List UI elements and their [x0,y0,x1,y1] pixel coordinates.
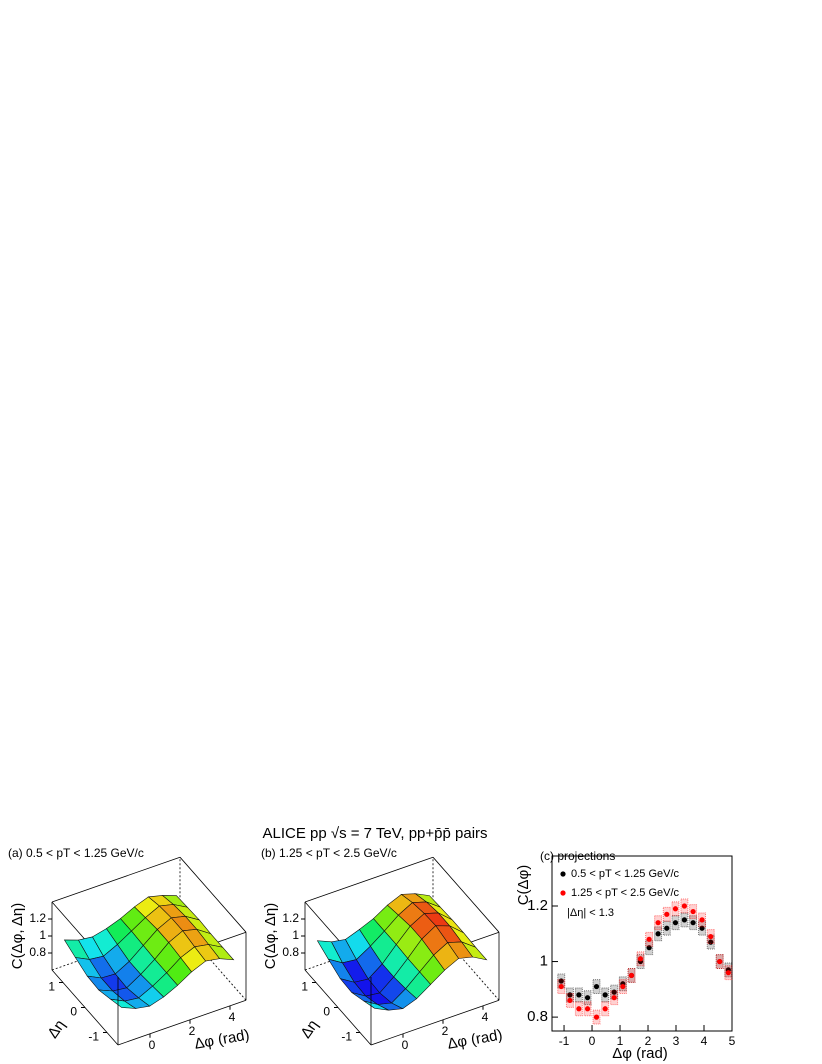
box-edge [179,856,247,933]
y-tick-label: 1 [301,980,308,994]
data-point [646,936,652,942]
plot-frame [551,855,733,1032]
data-point [567,997,573,1004]
data-point [690,908,696,915]
box-edge [304,856,434,903]
x-tick-label: 0 [149,1038,156,1052]
data-point [672,906,679,912]
data-point [628,972,635,979]
panel-title: (b) 1.25 < pT < 2.5 GeV/c [261,846,397,860]
z-tick-label: 0.8 [282,945,299,959]
y-axis-label: Δη [44,1017,68,1042]
data-point [717,958,723,965]
z-tick-label: 1 [292,928,299,942]
surface-cell [109,998,137,1009]
x-axis-label: Δφ (rad) [193,1026,251,1052]
data-point [646,945,652,951]
x-tick-label: 1 [617,1034,624,1048]
x-tick-label: 2 [442,1024,449,1038]
data-point [655,920,661,926]
y-tick-label: -1 [88,1030,99,1044]
box-edge [432,856,500,933]
data-point [576,992,582,998]
z-tick-label: 0.8 [29,945,46,959]
legend-marker [560,871,566,877]
z-axis-label: C(Δφ, Δη) [262,903,279,969]
y-tick-label: 1 [48,980,55,994]
x-tick-label: 0 [402,1038,409,1052]
data-point [725,970,731,976]
x-axis-label: Δφ (rad) [612,1045,668,1062]
data-point [584,995,591,1001]
panel-title: (a) 0.5 < pT < 1.25 GeV/c [8,846,144,860]
x-tick-label: 5 [729,1034,736,1048]
box-edge [51,856,181,903]
data-point [699,917,705,923]
legend-label: 0.5 < pT < 1.25 GeV/c [571,868,680,880]
data-point [576,1006,582,1012]
data-point [664,911,670,917]
panel-title: (c) projections [540,849,615,863]
figure-title: ALICE pp √s = 7 TeV, pp+p̄p̄ pairs [262,825,487,842]
data-point [593,1014,600,1020]
x-tick-label: 2 [189,1024,196,1038]
z-tick-label: 1 [39,928,46,942]
y-tick-label: -1 [341,1030,352,1044]
legend-marker [560,890,566,896]
data-point [690,920,696,926]
y-tick-label: 0 [70,1005,77,1019]
y-tick-label: 0 [323,1005,330,1019]
y-tick-label: 0.8 [527,1008,548,1025]
z-axis-label: C(Δφ, Δη) [9,903,26,969]
box-edge [179,924,247,1001]
data-point [708,939,714,945]
x-axis-label: Δφ (rad) [446,1026,504,1052]
x-tick-label: 4 [229,1010,236,1024]
data-point [655,931,661,937]
box-edge [370,999,500,1046]
surface-cell [363,1000,389,1011]
data-point [620,983,626,990]
data-point [558,983,564,990]
z-tick-label: 1.2 [29,911,46,925]
x-tick-label: 4 [701,1034,708,1048]
data-point [681,917,688,923]
data-point [681,903,688,909]
legend-note: |Δη| < 1.3 [567,907,614,919]
x-tick-label: 2 [645,1034,652,1048]
x-tick-label: 4 [482,1010,489,1024]
data-point [699,925,705,931]
data-point [602,992,608,998]
z-tick-label: 1.2 [282,911,299,925]
data-point [584,1006,591,1012]
data-point [602,1006,608,1012]
x-tick-label: 0 [589,1034,596,1048]
y-tick-label: 1.2 [527,897,548,914]
x-tick-label: 3 [673,1034,680,1048]
data-point [611,995,617,1001]
y-axis-label: C(Δφ) [515,865,532,906]
legend-label: 1.25 < pT < 2.5 GeV/c [571,887,680,899]
box-edge [432,924,500,1001]
y-axis-label: Δη [297,1017,321,1042]
data-point [637,956,644,962]
box-edge [117,999,247,1046]
y-tick-label: 1 [540,953,548,970]
data-point [708,933,714,940]
data-point [672,920,679,926]
data-point [664,925,670,931]
data-point [593,983,600,990]
x-tick-label: -1 [559,1034,570,1048]
